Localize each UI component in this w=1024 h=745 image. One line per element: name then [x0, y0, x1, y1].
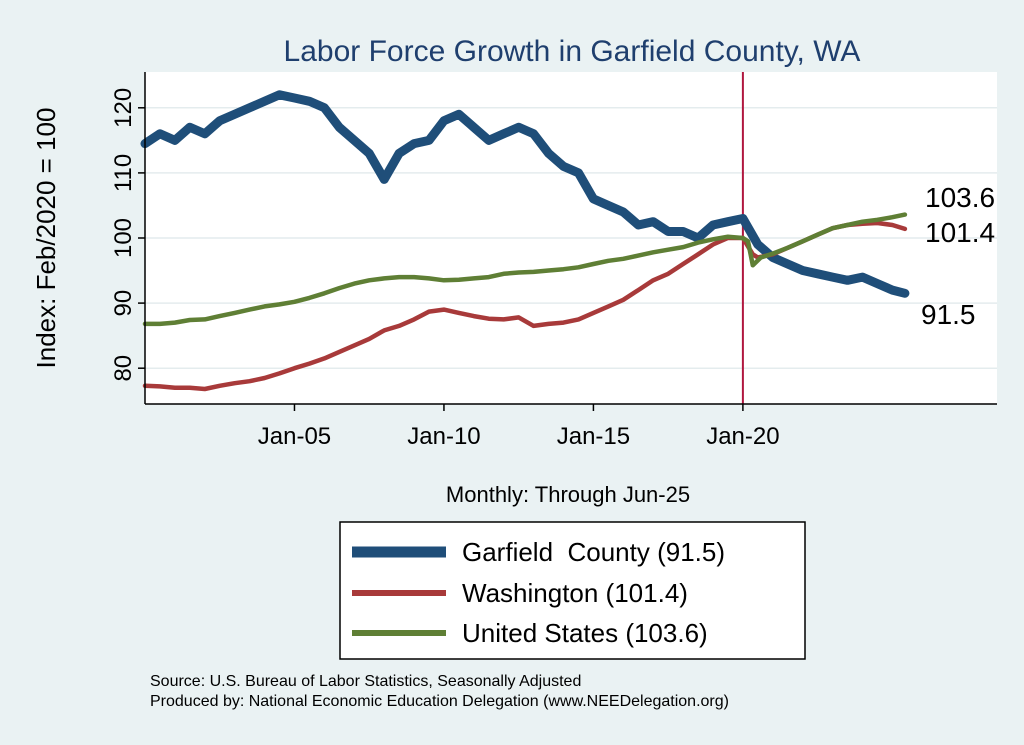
x-tick-label: Jan-20: [706, 423, 779, 450]
y-tick-label: 120: [110, 88, 137, 128]
legend-label-united-states: United States (103.6): [462, 618, 708, 648]
end-label-garfield: 91.5: [921, 299, 976, 330]
series-layer: [140, 90, 910, 392]
end-label-united-states: 103.6: [925, 182, 995, 213]
produced-by-line: Produced by: National Economic Education…: [150, 693, 729, 710]
y-tick-label: 110: [110, 154, 137, 192]
x-axis-label: Monthly: Through Jun-25: [446, 482, 690, 507]
legend-label-washington: Washington (101.4): [462, 578, 688, 608]
y-axis-ticks: 80 90 100 110 120: [110, 88, 145, 382]
source-line: Source: U.S. Bureau of Labor Statistics,…: [150, 673, 582, 690]
x-tick-label: Jan-15: [557, 423, 630, 450]
y-tick-label: 90: [110, 290, 137, 317]
series-line-united-states: [142, 212, 908, 327]
series-line-garfield: [140, 90, 910, 298]
legend: Garfield County (91.5) Washington (101.4…: [339, 521, 806, 660]
y-tick-label: 100: [110, 218, 137, 258]
legend-label-garfield: Garfield County (91.5): [462, 537, 725, 567]
y-axis-label: Index: Feb/2020 = 100: [31, 108, 61, 369]
source-notes: Source: U.S. Bureau of Labor Statistics,…: [150, 672, 729, 712]
chart-title: Labor Force Growth in Garfield County, W…: [284, 35, 861, 68]
y-tick-label: 80: [110, 355, 137, 382]
x-tick-label: Jan-05: [258, 423, 331, 450]
x-axis-ticks: Jan-05 Jan-10 Jan-15 Jan-20: [258, 404, 780, 450]
x-tick-label: Jan-10: [407, 423, 480, 450]
end-label-washington: 101.4: [925, 217, 995, 248]
